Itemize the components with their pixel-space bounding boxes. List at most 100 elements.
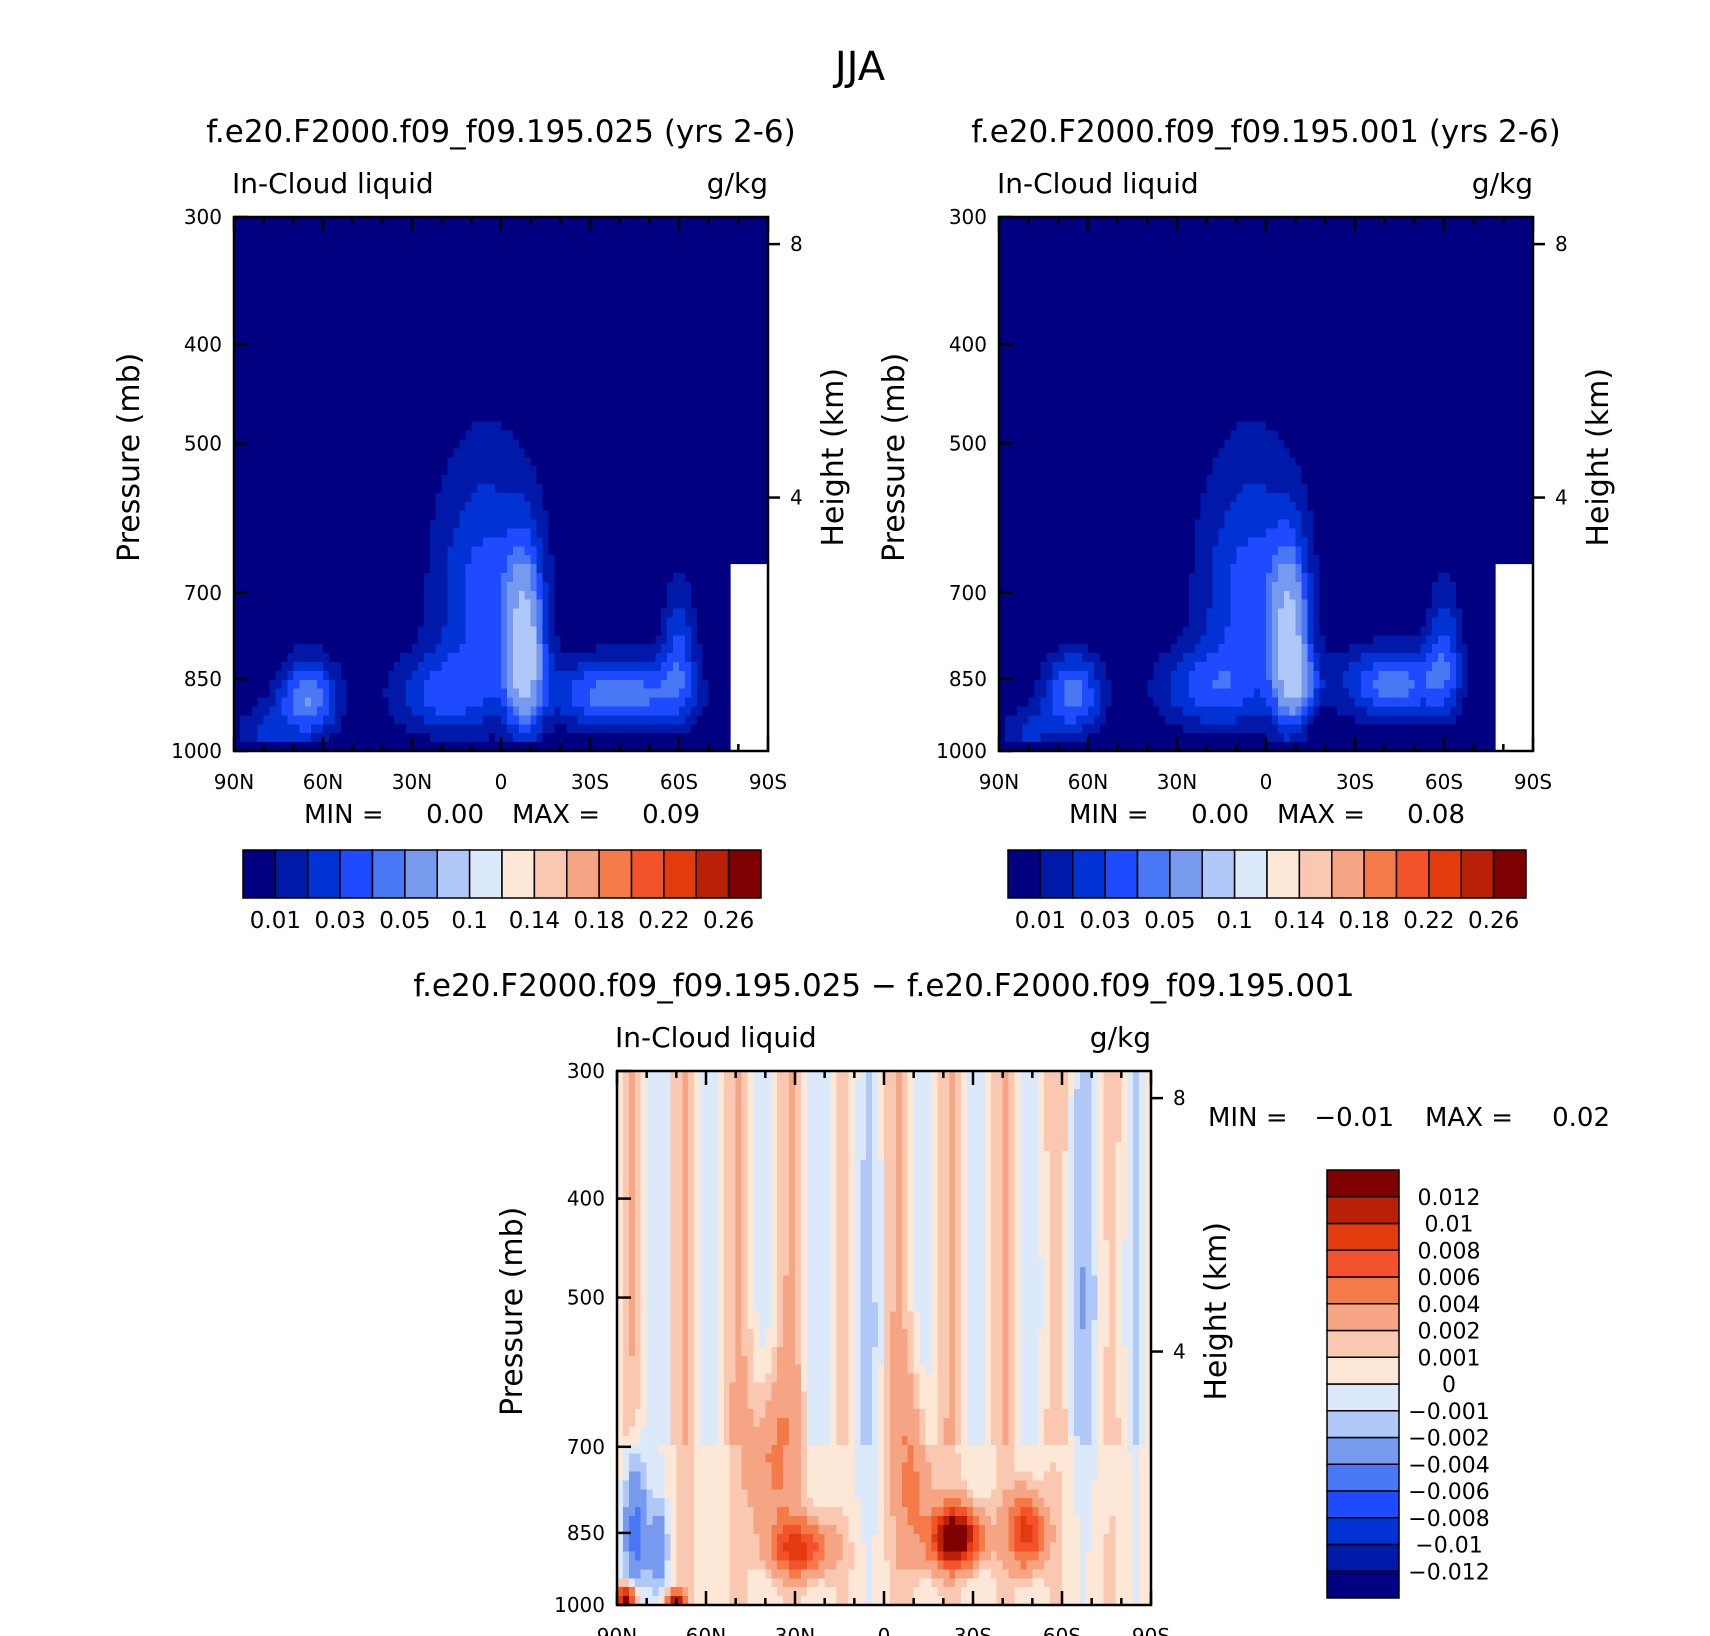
contour-cell	[501, 626, 508, 636]
contour-cell	[281, 350, 288, 360]
contour-cell	[554, 243, 561, 254]
contour-cell	[714, 225, 722, 236]
contour-cell	[536, 492, 544, 503]
contour-cell	[251, 555, 259, 565]
contour-cell	[619, 688, 627, 699]
contour-cell	[679, 217, 686, 227]
contour-cell	[358, 537, 366, 547]
contour-cell	[334, 475, 342, 485]
contour-cell	[239, 377, 247, 387]
contour-cell	[269, 670, 277, 681]
contour-cell	[548, 653, 555, 663]
contour-cell	[679, 617, 686, 627]
contour-cell	[637, 510, 644, 521]
contour-cell	[299, 270, 306, 280]
contour-cell	[679, 430, 686, 441]
contour-cell	[257, 234, 265, 245]
contour-cell	[269, 706, 277, 716]
contour-cell	[655, 617, 662, 627]
contour-cell	[317, 492, 324, 503]
contour-cell	[257, 590, 265, 601]
contour-cell	[661, 501, 668, 512]
contour-cell	[423, 697, 431, 708]
contour-cell	[234, 323, 241, 334]
contour-cell	[619, 484, 627, 494]
contour-cell	[631, 590, 639, 601]
contour-cell	[578, 306, 585, 316]
contour-cell	[625, 350, 633, 360]
contour-cell	[364, 225, 372, 236]
contour-cell	[423, 501, 431, 512]
contour-cell	[613, 297, 621, 307]
contour-cell	[495, 475, 502, 485]
contour-cell	[382, 670, 389, 681]
contour-cell	[340, 306, 348, 316]
contour-cell	[732, 252, 739, 263]
contour-cell	[447, 448, 455, 458]
contour-cell	[637, 626, 644, 636]
contour-cell	[679, 332, 686, 343]
contour-cell	[281, 484, 288, 494]
contour-cell	[756, 234, 763, 245]
contour-cell	[667, 501, 674, 512]
contour-cell	[305, 510, 312, 521]
contour-cell	[340, 261, 348, 271]
contour-cell	[572, 368, 579, 378]
contour-cell	[251, 306, 259, 316]
contour-cell	[708, 590, 716, 601]
contour-cell	[625, 412, 633, 423]
contour-cell	[720, 492, 728, 503]
contour-cell	[364, 564, 372, 574]
contour-cell	[435, 270, 443, 280]
contour-cell	[234, 270, 241, 280]
contour-cell	[257, 279, 265, 289]
contour-cell	[619, 288, 627, 298]
contour-cell	[477, 421, 484, 432]
contour-cell	[423, 279, 431, 289]
contour-cell	[548, 546, 555, 556]
contour-cell	[661, 332, 668, 343]
contour-cell	[595, 590, 603, 601]
contour-cell	[512, 608, 520, 619]
contour-cell	[708, 608, 716, 619]
contour-cell	[584, 448, 591, 458]
contour-cell	[489, 679, 496, 690]
contour-cell	[328, 403, 336, 414]
contour-cell	[299, 368, 306, 378]
contour-cell	[328, 617, 336, 627]
contour-cell	[637, 314, 644, 325]
contour-cell	[495, 448, 502, 458]
contour-cell	[352, 368, 360, 378]
contour-cell	[412, 341, 419, 352]
contour-cell	[293, 644, 300, 654]
contour-cell	[566, 297, 573, 307]
contour-cell	[756, 217, 763, 227]
contour-cell	[506, 377, 514, 387]
contour-cell	[489, 546, 496, 556]
contour-cell	[655, 653, 662, 663]
contour-cell	[317, 546, 324, 556]
contour-cell	[726, 412, 733, 423]
contour-cell	[590, 323, 597, 334]
contour-cell	[471, 217, 478, 227]
contour-cell	[667, 679, 674, 690]
contour-cell	[471, 573, 478, 583]
contour-cell	[376, 323, 383, 334]
contour-cell	[530, 564, 538, 574]
contour-cell	[382, 448, 389, 458]
contour-cell	[512, 386, 520, 396]
contour-cell	[317, 466, 324, 476]
contour-cell	[423, 421, 431, 432]
contour-cell	[667, 359, 674, 369]
contour-cell	[275, 644, 283, 654]
contour-cell	[601, 697, 609, 708]
contour-cell	[637, 323, 644, 334]
contour-cell	[726, 608, 733, 619]
contour-cell	[245, 626, 253, 636]
contour-cell	[578, 225, 585, 236]
contour-cell	[364, 617, 372, 627]
contour-cell	[560, 386, 567, 396]
contour-cell	[595, 448, 603, 458]
contour-cell	[738, 519, 745, 530]
contour-cell	[429, 466, 437, 476]
